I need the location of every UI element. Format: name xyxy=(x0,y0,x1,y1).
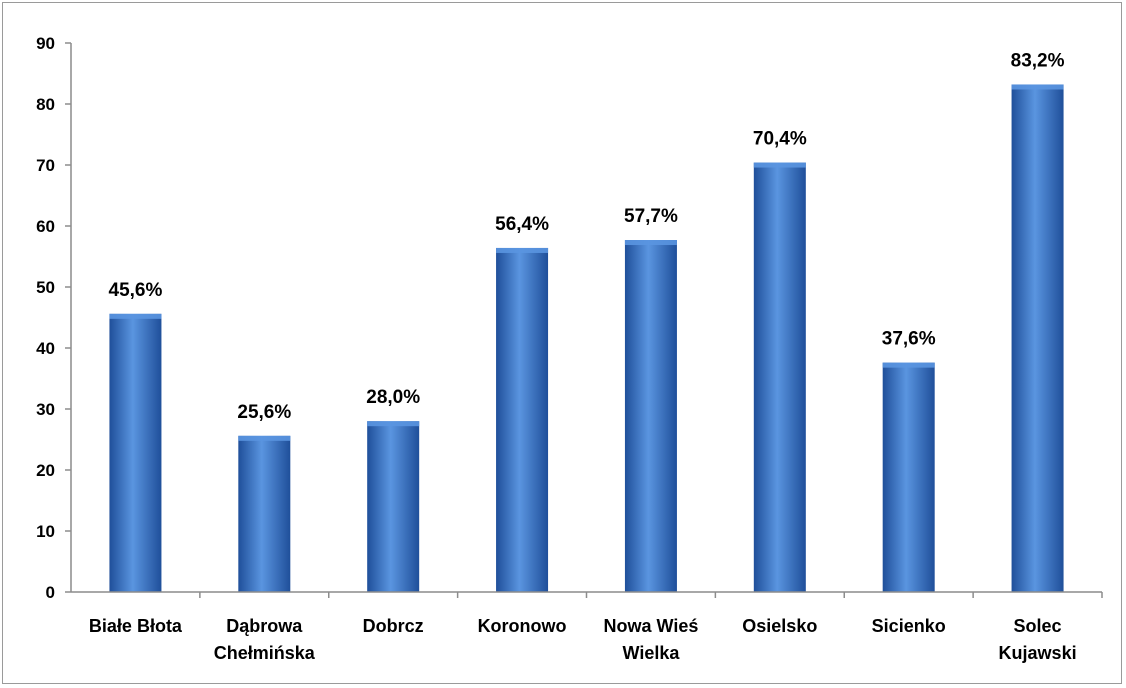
bars xyxy=(109,84,1064,592)
data-label: 25,6% xyxy=(237,402,291,423)
bar xyxy=(1011,84,1064,592)
bar xyxy=(753,162,806,592)
bar xyxy=(367,421,420,592)
y-tick-label: 80 xyxy=(36,95,55,114)
x-tick-label: Dąbrowa xyxy=(226,616,303,636)
data-label: 45,6% xyxy=(109,280,163,301)
y-tick-label: 50 xyxy=(36,278,55,297)
y-tick-label: 30 xyxy=(36,400,55,419)
data-label: 37,6% xyxy=(882,329,936,350)
y-tick-label: 20 xyxy=(36,461,55,480)
bar-top-cap xyxy=(109,313,162,319)
y-tick-label: 10 xyxy=(36,522,55,541)
bar xyxy=(238,435,291,592)
bar-top-cap xyxy=(753,162,806,168)
bar-top-cap xyxy=(624,240,677,246)
x-tick-label: Osielsko xyxy=(742,616,817,636)
y-tick-label: 40 xyxy=(36,339,55,358)
y-tick-label: 0 xyxy=(46,583,55,602)
bar-top-cap xyxy=(1011,84,1064,90)
x-tick-label: Dobrcz xyxy=(363,616,424,636)
bar-top-cap xyxy=(882,362,935,368)
y-axis: 0 10 20 30 40 50 60 70 80 90 xyxy=(36,34,72,602)
x-tick-label: Nowa Wieś xyxy=(604,616,699,636)
bar-top-cap xyxy=(367,421,420,427)
y-tick-label: 70 xyxy=(36,156,55,175)
data-label: 83,2% xyxy=(1011,50,1065,71)
y-tick-label: 60 xyxy=(36,217,55,236)
x-tick-label: Białe Błota xyxy=(89,616,183,636)
x-tick-label: Solec xyxy=(1014,616,1062,636)
x-tick-label: Sicienko xyxy=(872,616,946,636)
x-tick-label: Wielka xyxy=(623,643,681,663)
y-tick-label: 90 xyxy=(36,34,55,53)
data-label: 70,4% xyxy=(753,129,807,150)
bar xyxy=(624,240,677,592)
x-axis: Białe Błota Dąbrowa Chełmińska Dobrcz Korono… xyxy=(71,591,1103,663)
data-label: 28,0% xyxy=(366,387,420,408)
x-tick-label: Kujawski xyxy=(999,643,1077,663)
x-tick-label: Chełmińska xyxy=(214,643,316,663)
x-tick-label: Koronowo xyxy=(478,616,567,636)
bar xyxy=(882,362,935,592)
data-label: 56,4% xyxy=(495,214,549,235)
bar-top-cap xyxy=(496,247,549,253)
bar xyxy=(109,313,162,592)
bar-top-cap xyxy=(238,435,291,441)
data-labels: 45,6% 25,6% 28,0% 56,4% 57,7% 70,4% 37,6% 83,2% xyxy=(109,50,1065,422)
data-label: 57,7% xyxy=(624,206,678,227)
bar xyxy=(496,247,549,592)
